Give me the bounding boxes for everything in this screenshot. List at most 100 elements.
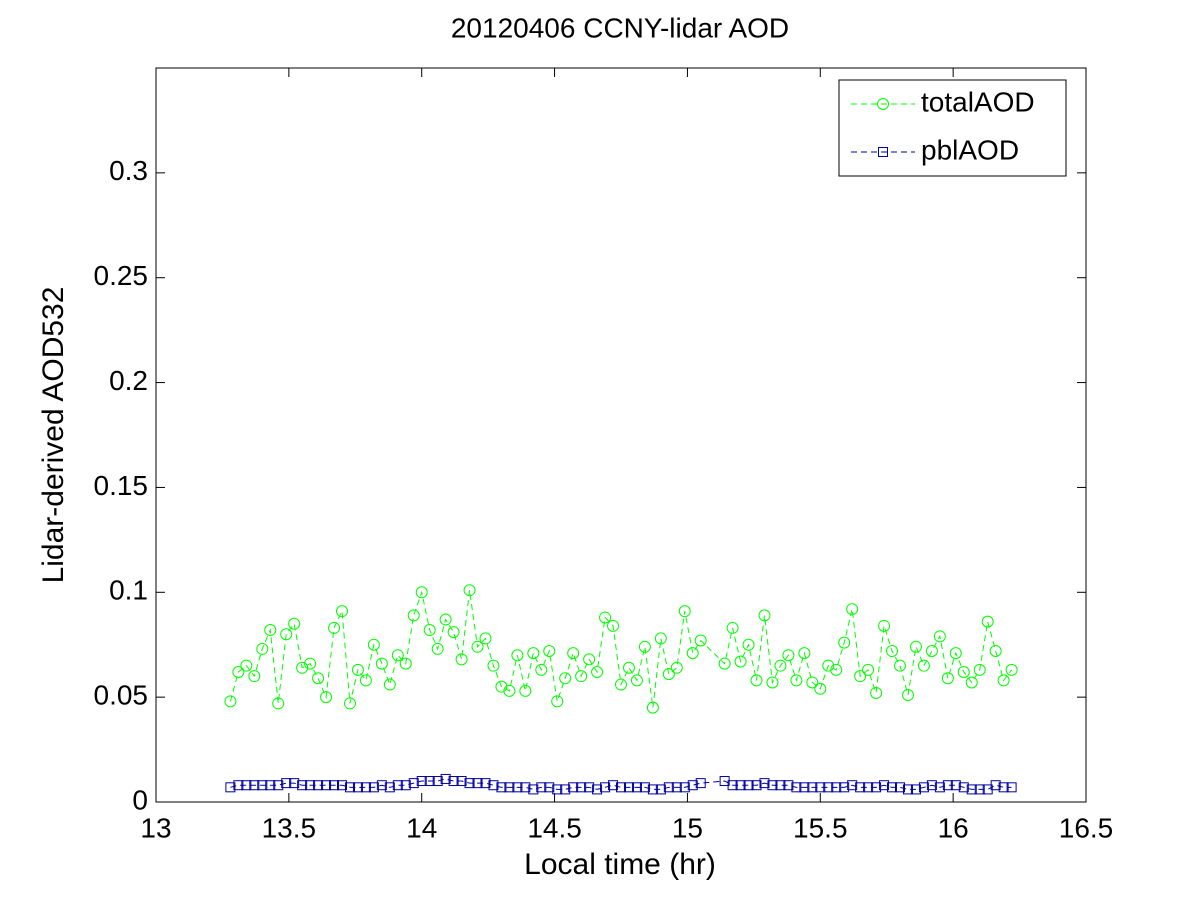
data-point	[471, 640, 484, 653]
data-point	[670, 661, 683, 674]
data-point	[527, 647, 540, 660]
data-point	[328, 621, 341, 634]
data-point	[591, 665, 604, 678]
data-point	[654, 632, 667, 645]
data-point	[998, 782, 1009, 793]
data-point	[455, 653, 468, 666]
data-point	[600, 782, 611, 793]
data-point	[337, 780, 347, 791]
series-line	[229, 590, 1012, 708]
data-point	[512, 782, 523, 793]
data-point	[575, 670, 588, 683]
data-point	[376, 780, 387, 791]
data-point	[240, 659, 253, 672]
data-point	[415, 586, 428, 599]
data-point	[280, 628, 293, 641]
data-point	[232, 665, 245, 678]
data-point	[568, 782, 579, 793]
data-point	[375, 657, 388, 670]
data-point	[472, 778, 483, 789]
data-point	[902, 784, 913, 795]
data-point	[751, 780, 762, 791]
data-point	[225, 782, 236, 793]
legend-box	[838, 79, 1067, 177]
data-point	[694, 634, 707, 647]
data-point	[646, 701, 659, 714]
data-point	[727, 780, 738, 791]
data-point	[775, 780, 786, 791]
data-point	[487, 659, 500, 672]
data-point	[320, 691, 333, 704]
data-point	[901, 689, 914, 702]
data-point	[957, 665, 970, 678]
data-point	[950, 780, 961, 791]
data-point	[933, 630, 946, 643]
x-tick-label: 13	[140, 812, 171, 843]
data-point	[742, 638, 755, 651]
data-point	[528, 784, 539, 795]
data-point	[838, 636, 851, 649]
data-point	[351, 663, 364, 676]
data-point	[265, 780, 276, 791]
data-point	[925, 645, 938, 658]
data-point	[973, 663, 986, 676]
data-point	[790, 674, 803, 687]
data-point	[408, 778, 419, 789]
data-point	[806, 676, 819, 689]
data-point	[281, 778, 292, 789]
data-point	[447, 626, 460, 639]
data-point	[432, 776, 443, 787]
x-tick-label: 16.5	[1059, 812, 1114, 843]
data-point	[814, 682, 827, 695]
data-point	[743, 780, 754, 791]
data-point	[464, 778, 475, 789]
data-point	[623, 782, 634, 793]
data-point	[321, 780, 332, 791]
data-point	[543, 645, 556, 658]
data-point	[997, 674, 1010, 687]
data-point	[584, 782, 595, 793]
data-point	[791, 782, 802, 793]
data-point	[544, 782, 555, 793]
data-point	[870, 686, 883, 699]
data-point	[726, 621, 739, 634]
data-point	[496, 782, 507, 793]
data-point	[368, 782, 379, 793]
data-point	[241, 780, 252, 791]
data-point	[758, 609, 771, 622]
data-point	[448, 776, 459, 787]
data-point	[734, 655, 747, 668]
data-point	[807, 782, 818, 793]
data-point	[367, 638, 380, 651]
data-point	[256, 642, 269, 655]
data-point	[233, 780, 244, 791]
data-point	[655, 784, 666, 795]
data-point	[918, 782, 929, 793]
data-point	[488, 780, 499, 791]
x-axis-label: Local time (hr)	[524, 848, 716, 881]
data-point	[622, 661, 635, 674]
y-tick-label: 0	[132, 784, 148, 815]
data-point	[297, 780, 308, 791]
data-point	[767, 780, 778, 791]
data-point	[647, 784, 658, 795]
plot-frame	[155, 67, 1087, 803]
data-point	[511, 649, 524, 662]
data-point	[551, 695, 564, 708]
data-point	[830, 663, 843, 676]
data-point	[503, 684, 516, 697]
data-point	[360, 782, 371, 793]
data-point	[359, 674, 372, 687]
y-tick-label: 0.25	[94, 260, 149, 291]
x-tick-label: 14.5	[527, 812, 582, 843]
data-point	[463, 584, 476, 597]
data-point	[798, 647, 811, 660]
data-point	[479, 632, 492, 645]
data-point	[886, 645, 899, 658]
data-point	[686, 647, 699, 660]
data-point	[249, 780, 260, 791]
data-point	[535, 663, 548, 676]
data-point	[839, 782, 850, 793]
data-point	[910, 784, 921, 795]
data-point	[519, 684, 532, 697]
